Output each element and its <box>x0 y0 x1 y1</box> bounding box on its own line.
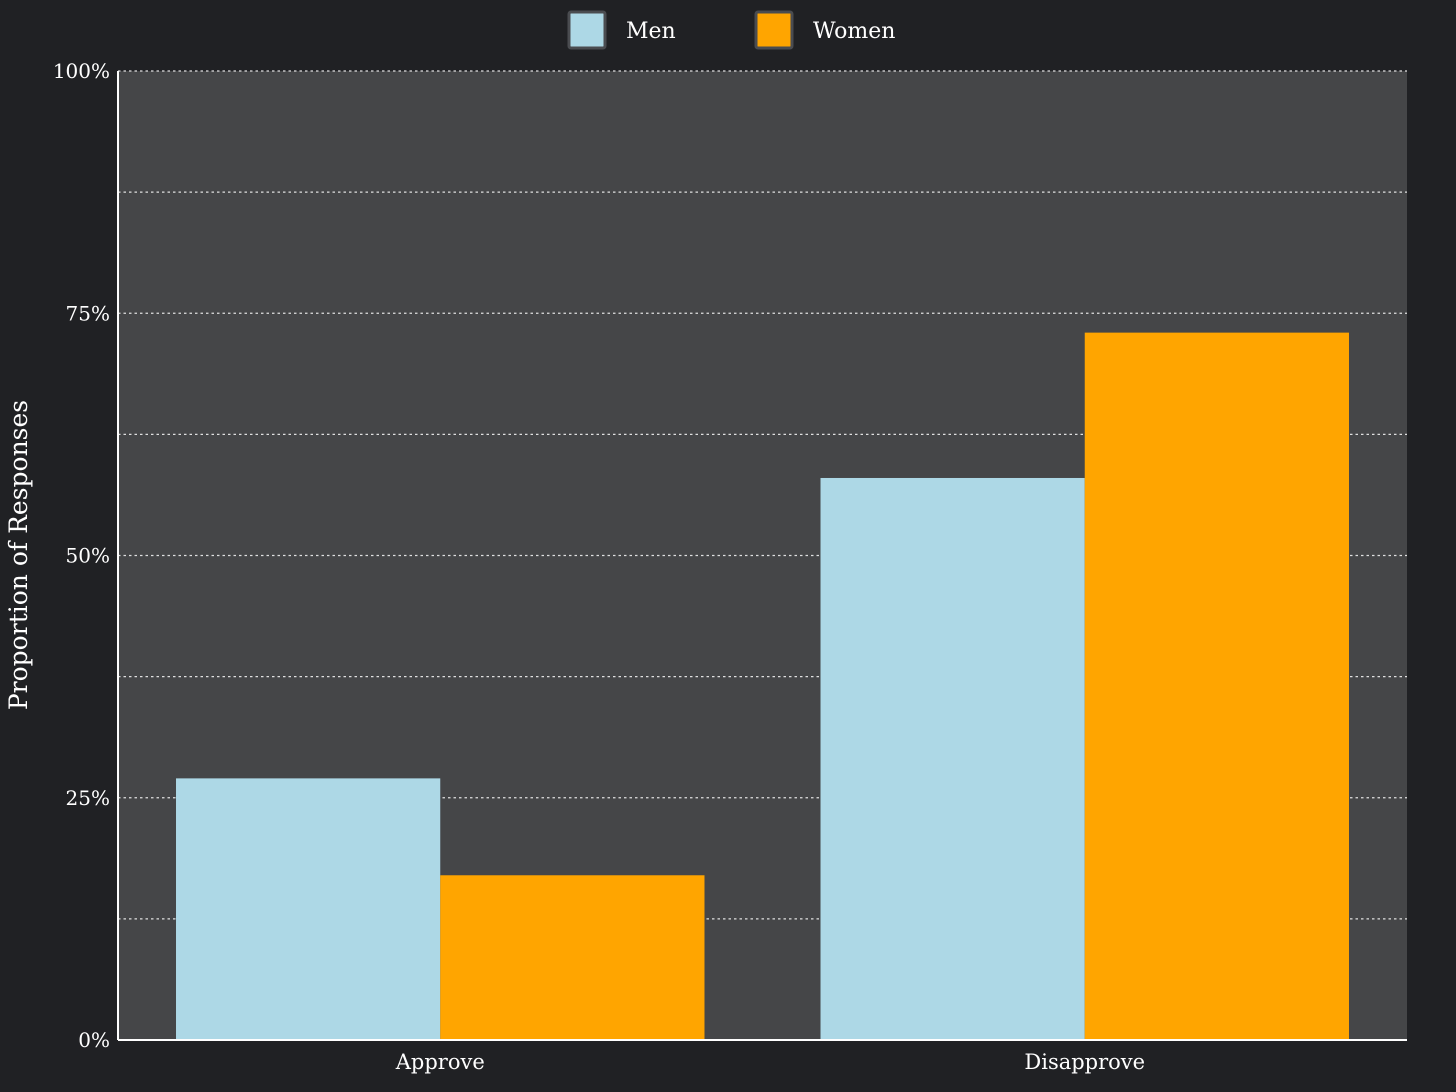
bar-women-disapprove <box>1084 332 1349 1040</box>
y-tick-label: 0% <box>78 1028 110 1052</box>
y-tick-label: 50% <box>66 544 110 568</box>
legend-swatch-men <box>567 10 607 50</box>
y-axis-label: Proportion of Responses <box>4 400 33 710</box>
x-category-labels: Approve Disapprove <box>395 1050 1145 1074</box>
y-tick-label: 75% <box>66 301 110 325</box>
legend-label-men: Men <box>626 19 676 44</box>
y-tick-label: 100% <box>53 59 110 83</box>
bar-women-approve <box>440 875 705 1040</box>
y-tick-labels: 0% 25% 50% 75% 100% <box>53 59 110 1052</box>
bars <box>176 332 1349 1041</box>
x-tick-label: Disapprove <box>1024 1050 1145 1074</box>
legend: Men Women <box>567 10 895 50</box>
axes <box>117 71 1407 1041</box>
y-tick-label: 25% <box>66 786 110 810</box>
x-tick-label: Approve <box>395 1050 485 1074</box>
legend-swatch-women <box>754 10 794 50</box>
bar-men-approve <box>176 778 441 1040</box>
bar-men-disapprove <box>820 477 1085 1041</box>
legend-label-women: Women <box>813 19 895 44</box>
